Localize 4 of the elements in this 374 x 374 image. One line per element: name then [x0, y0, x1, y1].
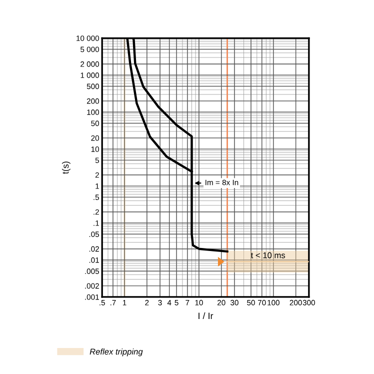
legend-label: Reflex tripping — [90, 348, 143, 356]
annotation: t < 10 ms — [250, 252, 286, 258]
y-axis-title: t(s) — [62, 162, 70, 174]
x-axis-title: I / Ir — [198, 312, 214, 320]
